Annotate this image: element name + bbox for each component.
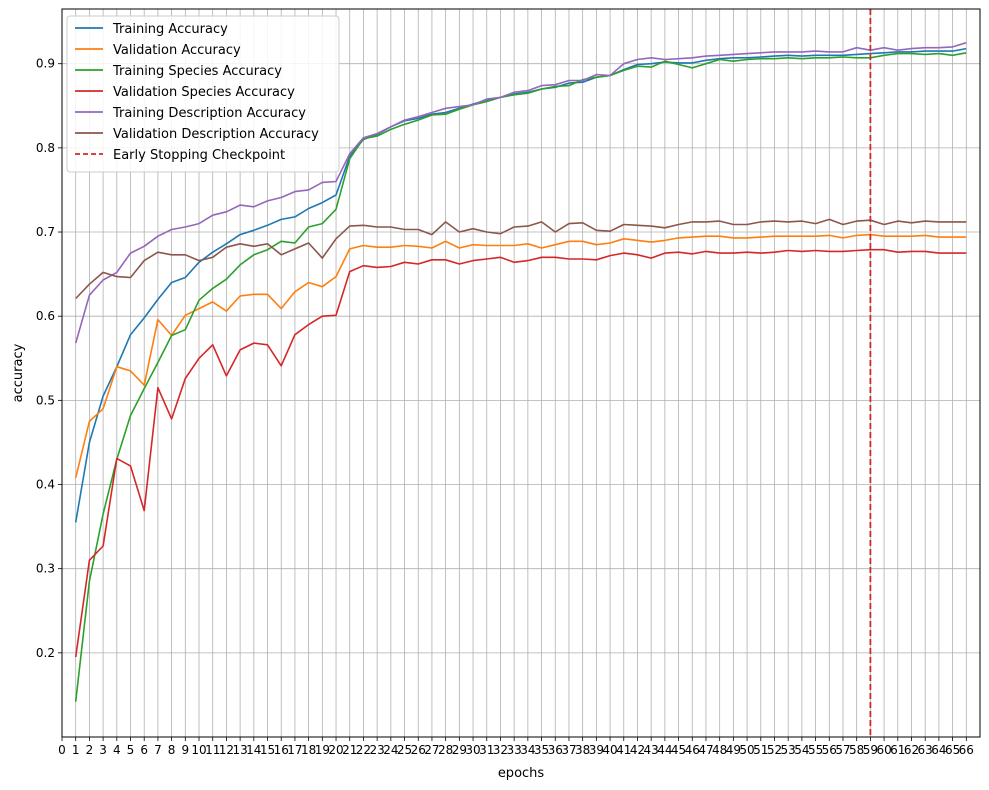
x-tick-label: 49: [726, 743, 741, 757]
y-axis-label: accuracy: [11, 343, 26, 402]
x-tick-label: 43: [644, 743, 659, 757]
plot-area-border: [61, 8, 981, 738]
x-tick-label: 12: [219, 743, 234, 757]
x-tick-label: 31: [479, 743, 494, 757]
x-tick-label: 13: [232, 743, 247, 757]
legend-label: Validation Accuracy: [113, 43, 241, 58]
y-tick-label: 0.4: [36, 478, 55, 492]
y-tick-label: 0.9: [36, 57, 55, 71]
x-tick-label: 42: [630, 743, 645, 757]
x-tick-label: 50: [739, 743, 754, 757]
x-tick-label: 37: [561, 743, 576, 757]
series-lines: [74, 41, 967, 702]
x-tick-label: 7: [154, 743, 162, 757]
y-tick-label: 0.5: [36, 393, 55, 407]
legend-label: Training Description Accuracy: [112, 106, 306, 121]
series-line-3: [74, 248, 967, 658]
series-line-5: [75, 218, 967, 300]
x-tick-label: 46: [685, 743, 700, 757]
x-tick-label: 2: [86, 743, 94, 757]
x-tick-label: 24: [383, 743, 398, 757]
x-tick-label: 54: [794, 743, 809, 757]
x-tick-label: 47: [698, 743, 713, 757]
x-tick-label: 28: [438, 743, 453, 757]
y-tick-label: 0.3: [36, 562, 55, 576]
x-tick-label: 26: [411, 743, 426, 757]
x-tick-label: 39: [589, 743, 604, 757]
x-tick-label: 62: [904, 743, 919, 757]
legend: Training Accuracy Validation Accuracy Trai…: [66, 15, 340, 173]
x-tick-label: 63: [918, 743, 933, 757]
x-tick-label: 59: [863, 743, 878, 757]
x-tick-label: 33: [507, 743, 522, 757]
x-tick-label: 10: [191, 743, 206, 757]
x-tick-label: 21: [342, 743, 357, 757]
legend-label: Validation Description Accuracy: [113, 127, 319, 142]
series-line-1: [74, 233, 967, 478]
x-tick-label: 6: [140, 743, 148, 757]
x-axis-label: epochs: [498, 766, 545, 781]
x-tick-label: 53: [781, 743, 796, 757]
x-tick-label: 17: [287, 743, 302, 757]
x-tick-label: 14: [246, 743, 261, 757]
x-tick-label: 16: [274, 743, 289, 757]
legend-label: Early Stopping Checkpoint: [113, 148, 285, 163]
x-tick-label: 61: [890, 743, 905, 757]
x-tick-label: 27: [424, 743, 439, 757]
series-line-4: [74, 41, 967, 344]
series-line-0: [74, 47, 967, 523]
x-tick-label: 9: [181, 743, 189, 757]
x-tick-label: 22: [356, 743, 371, 757]
x-tick-label: 44: [657, 743, 672, 757]
x-tick-label: 3: [99, 743, 107, 757]
y-axis-ticks: 0.2 0.3 0.4 0.5 0.6 0.7 0.8 0.9: [36, 57, 62, 660]
x-tick-label: 66: [959, 743, 974, 757]
legend-box: [66, 15, 340, 173]
x-tick-label: 23: [369, 743, 384, 757]
x-tick-label: 25: [397, 743, 412, 757]
x-axis-ticks: 0 1 2 3 4 5 6 7 8 9 101112131415161718192021222324…: [58, 737, 974, 757]
x-tick-label: 32: [493, 743, 508, 757]
x-tick-label: 64: [931, 743, 946, 757]
x-tick-label: 20: [328, 743, 343, 757]
y-tick-label: 0.6: [36, 309, 55, 323]
x-tick-label: 51: [753, 743, 768, 757]
x-tick-label: 57: [835, 743, 850, 757]
x-tick-label: 4: [113, 743, 121, 757]
x-tick-label: 52: [767, 743, 782, 757]
x-tick-label: 11: [205, 743, 220, 757]
x-tick-label: 56: [822, 743, 837, 757]
x-tick-label: 40: [602, 743, 617, 757]
y-tick-label: 0.8: [36, 141, 55, 155]
series-line-2: [74, 52, 967, 702]
x-tick-label: 15: [260, 743, 275, 757]
legend-label: Validation Species Accuracy: [113, 85, 295, 100]
x-tick-label: 36: [548, 743, 563, 757]
x-tick-label: 48: [712, 743, 727, 757]
x-tick-label: 19: [315, 743, 330, 757]
y-tick-label: 0.2: [36, 646, 55, 660]
x-tick-label: 60: [876, 743, 891, 757]
legend-label: Training Species Accuracy: [112, 64, 282, 79]
x-tick-label: 5: [127, 743, 135, 757]
x-tick-label: 55: [808, 743, 823, 757]
x-tick-label: 18: [301, 743, 316, 757]
x-tick-label: 8: [168, 743, 176, 757]
x-tick-label: 29: [452, 743, 467, 757]
x-tick-label: 35: [534, 743, 549, 757]
x-tick-label: 30: [465, 743, 480, 757]
x-tick-label: 1: [72, 743, 80, 757]
x-tick-label: 0: [58, 743, 66, 757]
y-tick-label: 0.7: [36, 225, 55, 239]
x-tick-label: 38: [575, 743, 590, 757]
x-tick-label: 41: [616, 743, 631, 757]
x-tick-label: 34: [520, 743, 535, 757]
legend-label: Training Accuracy: [112, 22, 228, 37]
x-tick-label: 45: [671, 743, 686, 757]
x-tick-label: 65: [945, 743, 960, 757]
x-tick-label: 58: [849, 743, 864, 757]
